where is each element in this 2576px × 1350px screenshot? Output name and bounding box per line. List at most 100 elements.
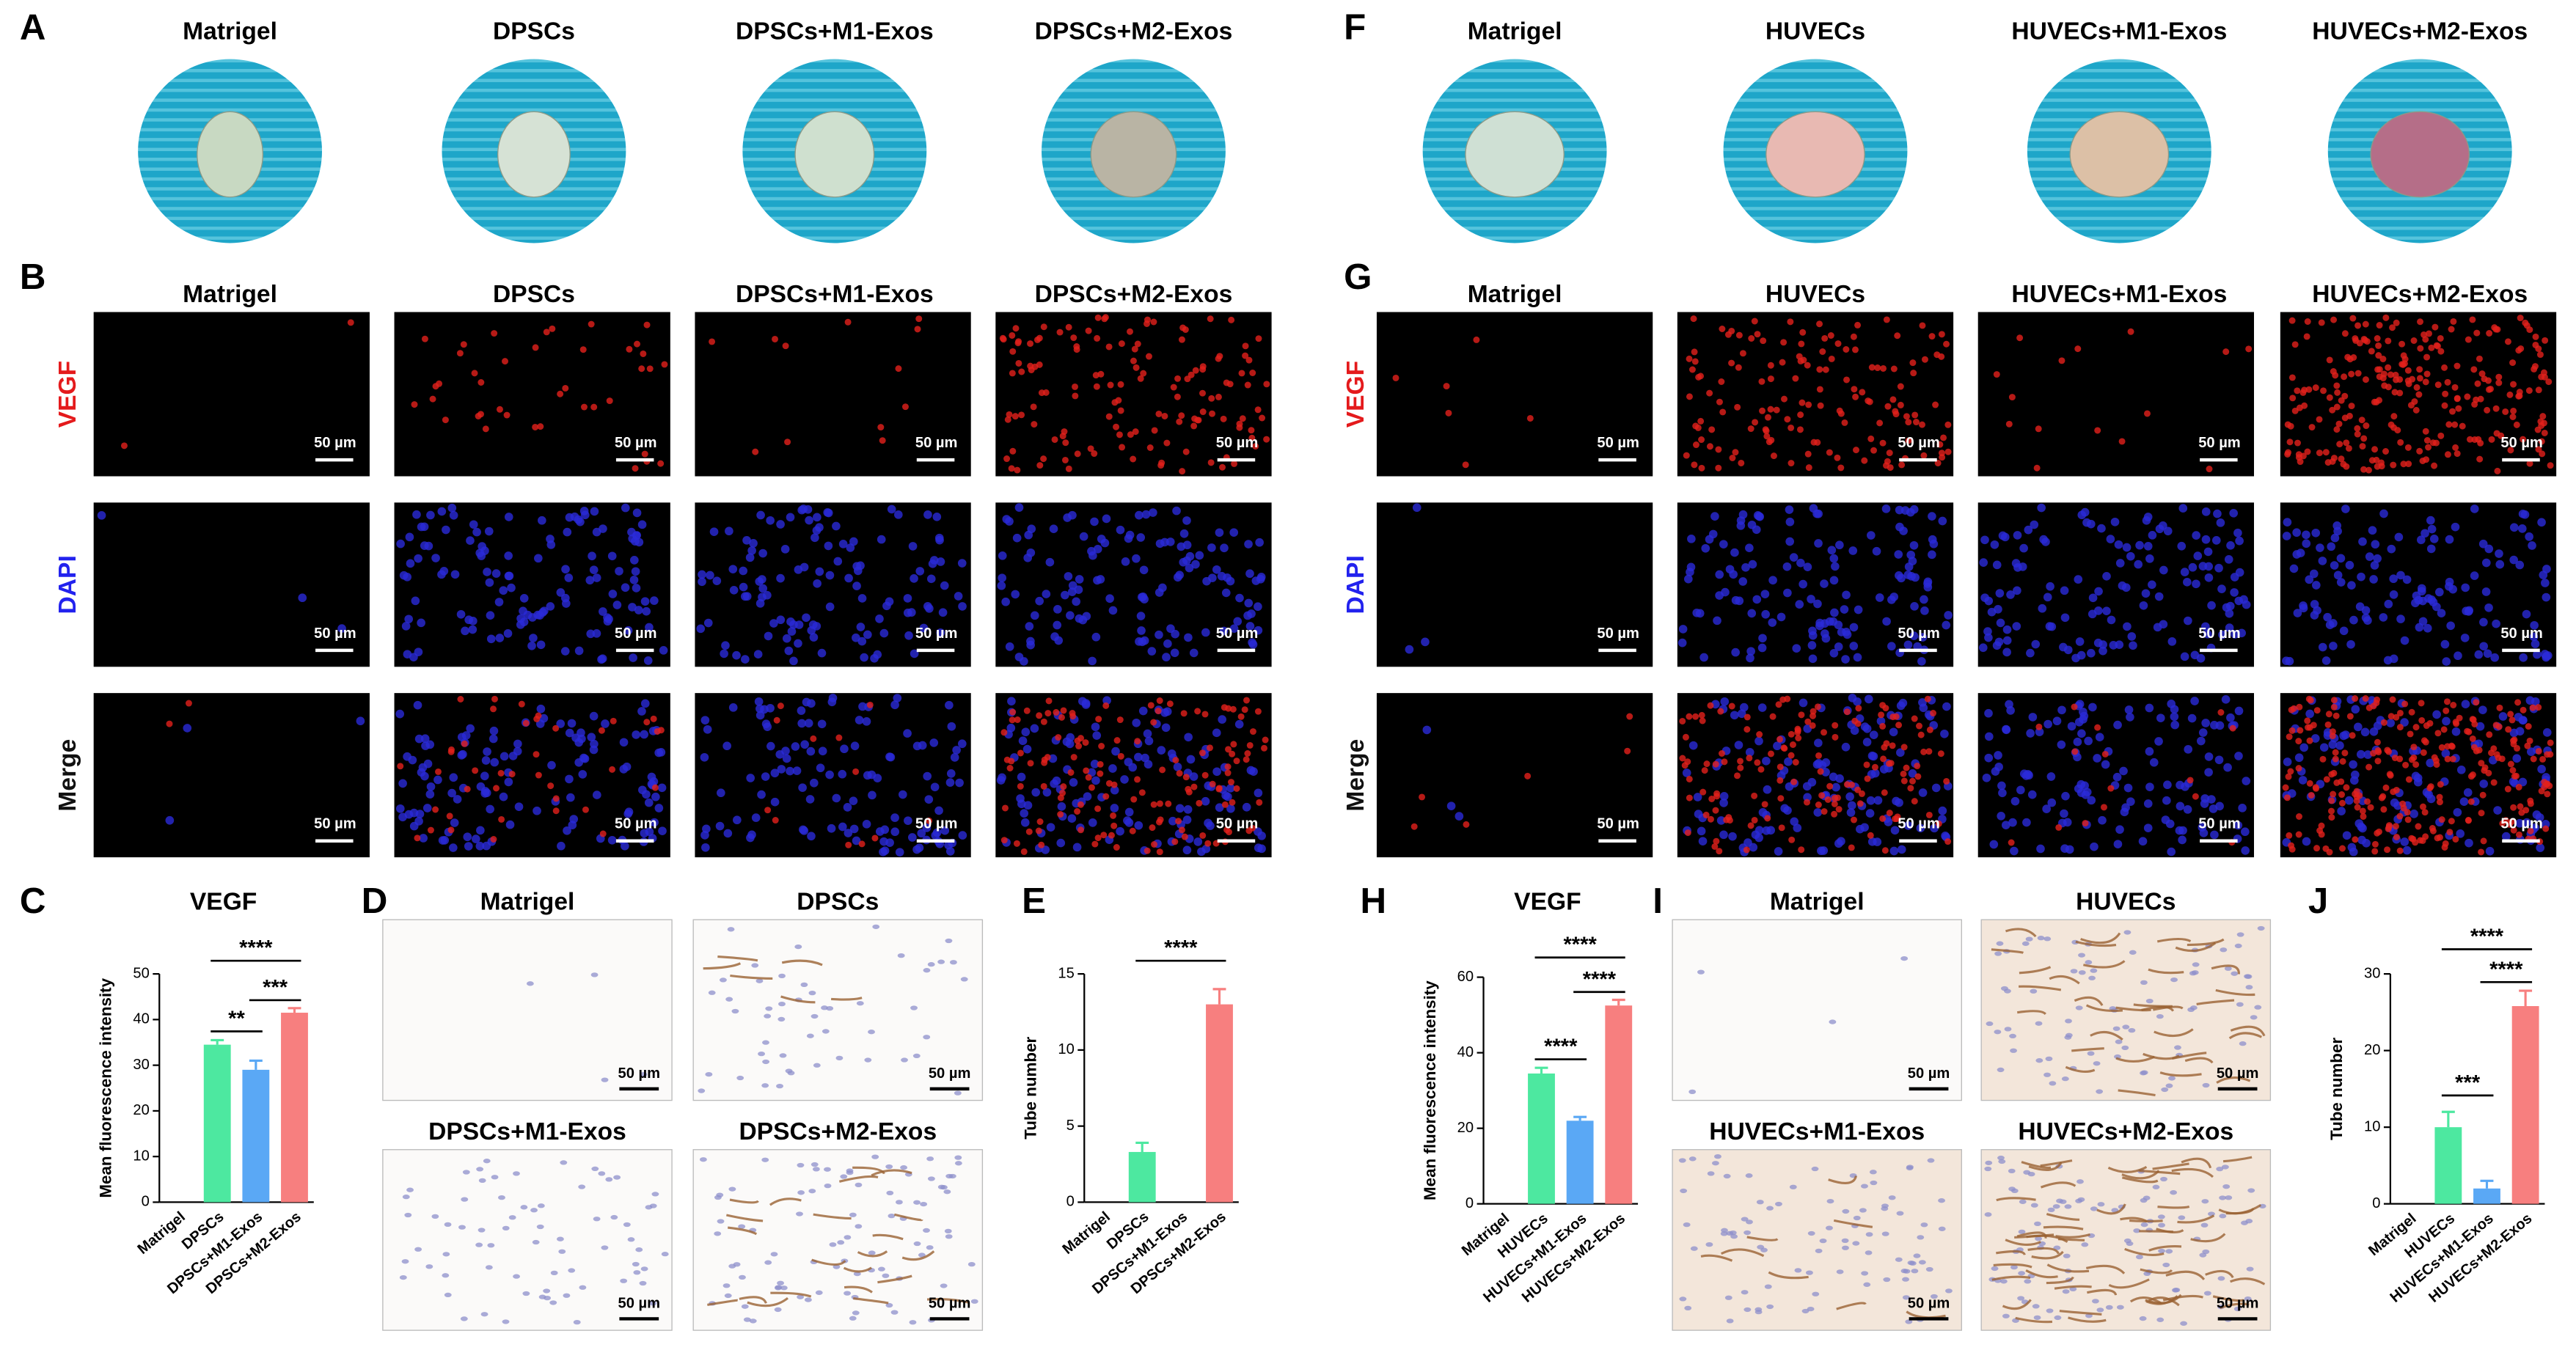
- cell-dot: [2410, 744, 2418, 751]
- ihc-nucleus: [1807, 1306, 1815, 1312]
- micrograph: [93, 502, 370, 667]
- ihc-nucleus: [804, 1297, 812, 1302]
- cell-dot: [1215, 785, 1223, 793]
- cell-dot: [1765, 414, 1771, 421]
- cell-dot: [2307, 697, 2314, 704]
- cell-dot: [2002, 648, 2011, 657]
- ihc-vessel: [703, 962, 742, 970]
- cell-dot: [1090, 759, 1099, 768]
- cell-dot: [747, 830, 756, 840]
- cell-dot: [632, 730, 641, 739]
- ihc-nucleus: [829, 1242, 837, 1247]
- cell-dot: [490, 757, 500, 767]
- cell-dot: [1763, 785, 1772, 794]
- ihc-vessel: [2148, 1296, 2180, 1307]
- cell-dot: [1892, 796, 1900, 806]
- cell-dot: [1177, 542, 1186, 551]
- cell-dot: [1027, 340, 1034, 348]
- cell-dot: [2225, 623, 2234, 632]
- cell-dot: [871, 834, 879, 842]
- cell-dot: [2043, 593, 2052, 602]
- cell-dot: [2216, 518, 2225, 527]
- cell-dot: [1057, 811, 1064, 818]
- cell-dot: [450, 570, 460, 579]
- cell-dot: [1412, 503, 1421, 513]
- cell-dot: [2074, 784, 2083, 793]
- cell-dot: [2361, 606, 2371, 615]
- cell-dot: [2418, 700, 2425, 707]
- cell-dot: [919, 623, 929, 633]
- cell-dot: [764, 807, 772, 814]
- cell-dot: [2368, 348, 2375, 355]
- chart-title: VEGF: [190, 889, 257, 916]
- cell-dot: [1053, 620, 1062, 630]
- cell-dot: [1843, 781, 1851, 788]
- cell-dot: [1708, 795, 1716, 802]
- cell-dot: [1199, 389, 1206, 397]
- ihc-nucleus: [895, 1200, 903, 1205]
- cell-dot: [1814, 703, 1821, 711]
- cell-dot: [2030, 520, 2039, 529]
- cell-dot: [1159, 766, 1166, 774]
- ihc-vessel: [2025, 1269, 2058, 1279]
- cell-dot: [556, 719, 566, 728]
- ihc-nucleus: [2174, 1045, 2181, 1050]
- cell-dot: [429, 395, 436, 403]
- cell-dot: [1803, 793, 1812, 802]
- cell-dot: [2328, 771, 2335, 778]
- ihc-vessel: [2040, 1159, 2073, 1167]
- cell-dot: [2371, 446, 2379, 453]
- ihc-nucleus: [778, 1001, 786, 1007]
- cell-dot: [2110, 517, 2120, 527]
- cell-dot: [857, 594, 867, 603]
- cell-dot: [1919, 421, 1925, 428]
- cell-dot: [1171, 629, 1179, 639]
- cell-dot: [1938, 516, 1947, 526]
- ihc-nucleus: [1902, 1295, 1910, 1300]
- significance-label: ****: [1164, 936, 1198, 960]
- panel-letter: C: [20, 881, 46, 921]
- cell-dot: [453, 795, 462, 804]
- cell-dot: [1903, 640, 1913, 650]
- cell-dot: [1261, 744, 1267, 752]
- cell-dot: [2412, 724, 2420, 731]
- cell-dot: [782, 754, 791, 763]
- ihc-image: [382, 1149, 673, 1331]
- cell-dot: [563, 527, 572, 537]
- specimen-tissue: [1765, 111, 1865, 198]
- cell-dot: [2074, 575, 2083, 584]
- ihc-vessel: [2046, 1276, 2074, 1285]
- cell-dot: [2481, 558, 2491, 568]
- group-label: HUVECs+M1-Exos: [2011, 18, 2227, 45]
- ihc-nucleus: [2091, 1299, 2099, 1304]
- cell-dot: [456, 350, 464, 357]
- cell-dot: [472, 767, 479, 774]
- cell-dot: [2400, 804, 2407, 812]
- significance-label: ***: [2455, 1071, 2481, 1095]
- significance-label: ****: [239, 936, 273, 960]
- cell-dot: [1245, 622, 1255, 631]
- cell-dot: [1737, 757, 1744, 765]
- cell-dot: [784, 439, 791, 446]
- cell-dot: [915, 315, 923, 323]
- ihc-nucleus: [2062, 1289, 2070, 1294]
- cell-dot: [1923, 582, 1933, 592]
- cell-dot: [2301, 386, 2308, 394]
- cell-dot: [2535, 812, 2544, 822]
- cell-dot: [1698, 436, 1705, 443]
- cell-dot: [1181, 833, 1188, 840]
- cell-dot: [940, 581, 949, 590]
- cell-dot: [1174, 375, 1182, 382]
- cell-dot: [1062, 439, 1069, 447]
- ihc-nucleus: [425, 1264, 433, 1269]
- cell-dot: [2013, 586, 2021, 595]
- ihc-nucleus: [1754, 1307, 1763, 1312]
- ihc-vessel: [2216, 1076, 2251, 1084]
- cell-dot: [1699, 653, 1708, 662]
- cell-dot: [772, 817, 779, 824]
- cell-dot: [561, 565, 570, 574]
- cell-dot: [1758, 378, 1765, 385]
- cell-dot: [1007, 697, 1016, 706]
- cell-dot: [1728, 702, 1735, 710]
- cell-dot: [661, 361, 668, 368]
